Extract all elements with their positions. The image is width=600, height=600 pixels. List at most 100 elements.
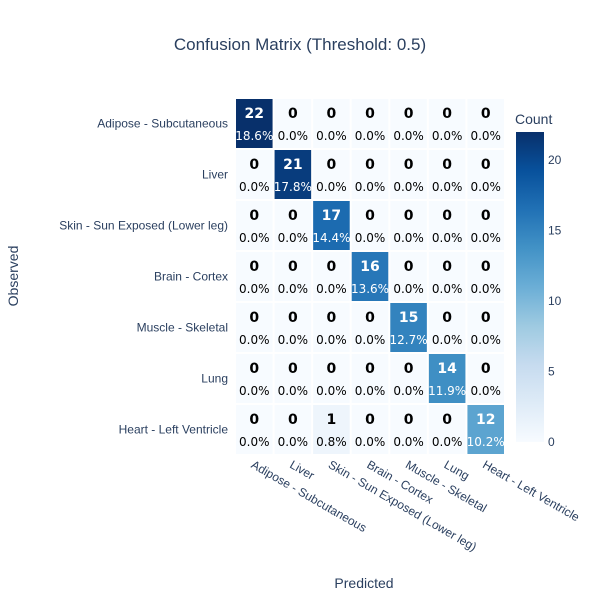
heatmap-cell <box>351 99 389 148</box>
cell-percent-label: 0.0% <box>278 231 309 245</box>
cell-count-label: 0 <box>288 361 298 377</box>
y-tick-label: Liver <box>202 168 228 182</box>
heatmap-cell <box>467 303 504 352</box>
heatmap-cell <box>390 150 427 199</box>
cell-count-label: 0 <box>481 361 491 377</box>
cell-count-label: 0 <box>327 157 337 173</box>
cell-percent-label: 0.0% <box>470 129 501 143</box>
cell-count-label: 0 <box>404 361 414 377</box>
cell-percent-label: 0.0% <box>393 231 424 245</box>
cell-percent-label: 0.0% <box>316 384 347 398</box>
cell-percent-label: 0.0% <box>239 333 270 347</box>
cell-percent-label: 0.0% <box>239 180 270 194</box>
cell-count-label: 0 <box>365 412 375 428</box>
cell-count-label: 0 <box>404 208 414 224</box>
cell-percent-label: 0.0% <box>432 129 463 143</box>
cell-percent-label: 0.0% <box>393 435 424 449</box>
cell-percent-label: 0.0% <box>239 231 270 245</box>
heatmap-cell <box>390 354 427 403</box>
heatmap-cell <box>351 303 389 352</box>
cell-percent-label: 0.0% <box>316 180 347 194</box>
heatmap-cell <box>351 201 389 250</box>
cell-percent-label: 0.0% <box>278 384 309 398</box>
heatmap-cell <box>313 99 350 148</box>
heatmap-cell <box>390 99 427 148</box>
cell-count-label: 16 <box>360 259 379 275</box>
cell-percent-label: 0.0% <box>432 435 463 449</box>
heatmap-cell <box>274 303 312 352</box>
cell-count-label: 0 <box>288 259 298 275</box>
cell-percent-label: 0.0% <box>432 180 463 194</box>
cell-count-label: 0 <box>442 310 452 326</box>
cell-count-label: 0 <box>442 106 452 122</box>
heatmap-cell <box>390 201 427 250</box>
cell-count-label: 0 <box>365 361 375 377</box>
cell-percent-label: 0.0% <box>278 129 309 143</box>
cell-count-label: 0 <box>249 157 259 173</box>
heatmap-cell <box>428 150 466 199</box>
cell-percent-label: 0.0% <box>355 384 386 398</box>
cell-percent-label: 0.0% <box>316 129 347 143</box>
colorbar-tick-label: 20 <box>548 153 562 167</box>
cell-count-label: 0 <box>442 412 452 428</box>
cell-count-label: 0 <box>404 259 414 275</box>
y-tick-label: Skin - Sun Exposed (Lower leg) <box>59 219 228 233</box>
y-tick-label: Muscle - Skeletal <box>137 321 228 335</box>
heatmap-cell <box>313 405 350 454</box>
cell-percent-label: 0.0% <box>239 435 270 449</box>
cell-percent-label: 0.0% <box>355 180 386 194</box>
cell-count-label: 0 <box>481 310 491 326</box>
cell-percent-label: 11.9% <box>428 384 466 398</box>
cell-count-label: 0 <box>442 157 452 173</box>
cell-count-label: 12 <box>476 412 495 428</box>
cell-percent-label: 0.0% <box>432 231 463 245</box>
cell-count-label: 0 <box>481 106 491 122</box>
heatmap-cell <box>428 354 466 403</box>
cell-count-label: 0 <box>327 106 337 122</box>
y-tick-label: Adipose - Subcutaneous <box>97 117 228 131</box>
cell-count-label: 0 <box>365 157 375 173</box>
y-tick-label: Heart - Left Ventricle <box>119 423 229 437</box>
cell-percent-label: 0.0% <box>355 129 386 143</box>
cell-count-label: 0 <box>442 208 452 224</box>
chart-title: Confusion Matrix (Threshold: 0.5) <box>174 35 426 54</box>
heatmap-cell <box>390 252 427 301</box>
colorbar-tick-label: 15 <box>548 224 562 238</box>
cell-percent-label: 0.0% <box>393 282 424 296</box>
y-axis-title: Observed <box>5 246 21 307</box>
cell-percent-label: 0.0% <box>316 333 347 347</box>
cell-count-label: 0 <box>404 412 414 428</box>
heatmap-cell <box>236 303 273 352</box>
heatmap-cell <box>467 354 504 403</box>
cell-count-label: 22 <box>245 106 264 122</box>
y-tick-label: Brain - Cortex <box>154 270 228 284</box>
heatmap-cell <box>467 150 504 199</box>
cell-count-label: 17 <box>322 208 341 224</box>
colorbar-tick-label: 5 <box>548 365 555 379</box>
heatmap-cell <box>274 150 312 199</box>
heatmap-cell <box>313 303 350 352</box>
heatmap-cell <box>236 150 273 199</box>
cell-percent-label: 0.0% <box>355 435 386 449</box>
heatmap-cell <box>236 99 273 148</box>
cell-count-label: 21 <box>283 157 302 173</box>
cell-count-label: 0 <box>365 208 375 224</box>
cell-count-label: 1 <box>327 412 337 428</box>
heatmap-cell <box>313 354 350 403</box>
cell-count-label: 14 <box>437 361 457 377</box>
cell-count-label: 0 <box>481 157 491 173</box>
cell-count-label: 0 <box>288 412 298 428</box>
heatmap-cell <box>274 354 312 403</box>
cell-percent-label: 0.0% <box>355 333 386 347</box>
colorbar <box>516 132 544 442</box>
cell-count-label: 0 <box>481 208 491 224</box>
heatmap-cell <box>236 252 273 301</box>
heatmap-cell <box>236 354 273 403</box>
cell-count-label: 15 <box>399 310 418 326</box>
cell-percent-label: 0.0% <box>278 333 309 347</box>
heatmap-cell <box>428 303 466 352</box>
cell-percent-label: 13.6% <box>351 282 389 296</box>
cell-count-label: 0 <box>327 310 337 326</box>
